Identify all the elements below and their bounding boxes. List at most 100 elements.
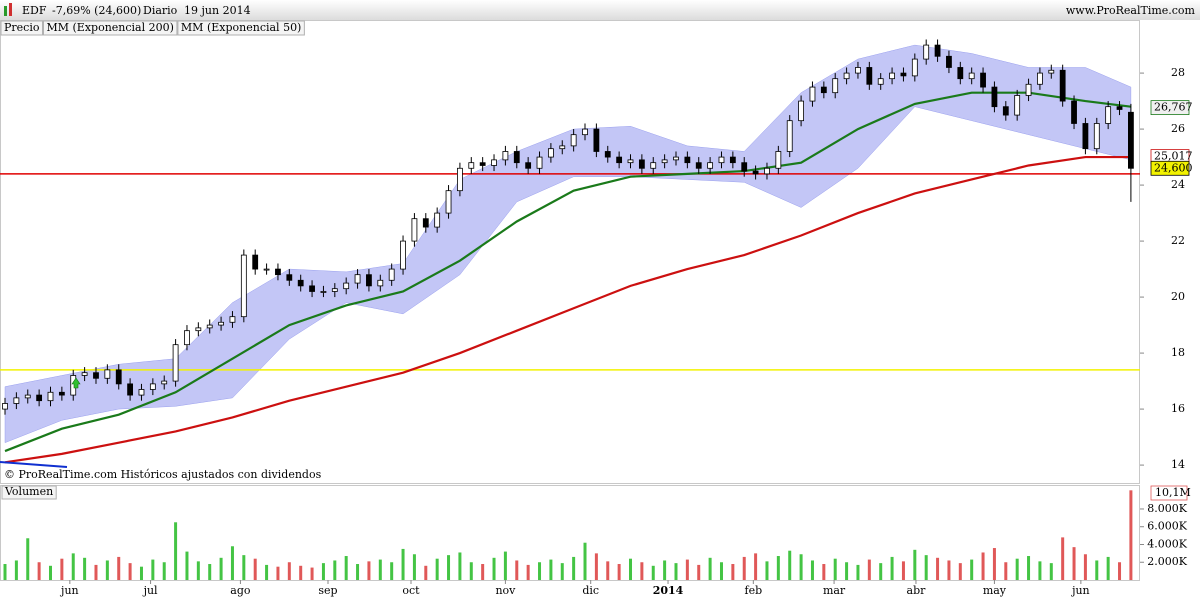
- volume-bar: [572, 556, 576, 580]
- x-tick-label: 2014: [653, 584, 684, 597]
- x-tick-label: ago: [230, 584, 251, 597]
- candle-body: [24, 394, 31, 399]
- volume-bar: [856, 564, 860, 580]
- candle-body: [502, 151, 509, 161]
- candle-body: [957, 67, 964, 80]
- candle-body: [695, 162, 702, 169]
- volume-bar: [458, 552, 462, 580]
- candle-body: [1025, 83, 1032, 96]
- volume-bar: [788, 550, 792, 580]
- volume-bar: [60, 558, 64, 580]
- volume-bar: [174, 522, 178, 580]
- volume-bar: [606, 561, 610, 580]
- moving-average: [4, 155, 1131, 464]
- candle-body: [138, 389, 145, 396]
- volume-bar: [117, 556, 121, 580]
- candle-body: [36, 394, 43, 402]
- candle-body: [47, 391, 54, 402]
- price-label: 24,600: [1154, 161, 1193, 174]
- candle-body: [400, 240, 406, 270]
- volume-bar: [242, 555, 246, 580]
- candle-body: [934, 44, 941, 57]
- candle-body: [388, 268, 395, 281]
- x-tick-label: feb: [745, 584, 763, 597]
- candle-body: [832, 78, 839, 94]
- volume-bar: [526, 564, 530, 580]
- candle-body: [252, 254, 259, 270]
- candle-body: [354, 274, 361, 284]
- volume-bar: [435, 558, 439, 580]
- panel-label: Volumen: [4, 485, 53, 498]
- volume-label: 10,1M: [1155, 486, 1191, 499]
- candle-body: [798, 100, 804, 122]
- volume-bar: [685, 559, 689, 580]
- volume-bar: [424, 565, 428, 580]
- candle-body: [684, 156, 691, 164]
- volume-bar: [617, 564, 621, 580]
- candle-body: [263, 268, 270, 271]
- candle-body: [229, 316, 236, 323]
- candle-body: [604, 151, 611, 158]
- volume-bar: [640, 562, 644, 580]
- candle-body: [536, 156, 543, 169]
- volume-bar: [344, 556, 348, 580]
- volume-bar: [1015, 558, 1019, 580]
- volume-bar: [333, 560, 337, 580]
- x-tick-label: sep: [318, 584, 337, 597]
- date: 19 jun 2014: [184, 4, 251, 17]
- candle-body: [843, 72, 850, 80]
- candle-body: [911, 58, 918, 77]
- x-tick-label: abr: [907, 584, 927, 597]
- price-label-box: [1150, 100, 1190, 116]
- candle-body: [1002, 106, 1009, 116]
- candle-body: [593, 128, 600, 152]
- candle-body: [286, 274, 293, 281]
- candle-body: [968, 72, 975, 80]
- change: -7,69% (24,600): [52, 4, 141, 17]
- candle-body: [434, 212, 441, 228]
- x-tick-label: dic: [582, 584, 599, 597]
- x-tick-label: oct: [402, 584, 420, 597]
- volume-bar: [3, 564, 7, 580]
- volume-bar: [356, 564, 360, 580]
- volume-bar: [947, 560, 951, 580]
- y-tick-label: 16: [1171, 402, 1185, 415]
- header-icon: [4, 3, 12, 16]
- candle-body: [923, 44, 930, 60]
- candle-body: [764, 167, 770, 175]
- candle-body: [115, 369, 122, 385]
- volume-bar: [71, 553, 75, 580]
- candle-body: [479, 162, 486, 166]
- candle-body: [1014, 95, 1021, 116]
- volume-bar: [992, 548, 996, 580]
- x-tick-label: jun: [1070, 584, 1090, 597]
- trend-line: [0, 461, 68, 468]
- candle-body: [786, 120, 793, 152]
- candle-body: [366, 274, 372, 287]
- volume-bar: [447, 555, 451, 580]
- volume-bar: [1072, 547, 1076, 580]
- price-frame: [0, 20, 1140, 484]
- y-tick-label: 14: [1171, 458, 1185, 471]
- volume-bar: [845, 562, 849, 580]
- candle-body: [1116, 106, 1123, 110]
- y-tick-label: 26: [1171, 122, 1185, 135]
- plot: Precio MM (Exponencial 200) MM (Exponencia…: [0, 20, 1193, 597]
- volume-bar: [958, 563, 962, 580]
- volume-bar: [936, 557, 940, 580]
- candle-body: [275, 268, 281, 276]
- candle-body: [195, 327, 202, 332]
- candle-body: [877, 78, 884, 85]
- volume-bar: [913, 549, 917, 580]
- candle-body: [718, 156, 725, 164]
- candle-body: [343, 282, 350, 290]
- volume-bar: [583, 542, 587, 580]
- candle-body: [775, 151, 782, 169]
- candle-body: [570, 134, 577, 147]
- candle-body: [513, 151, 520, 164]
- volume-bar: [981, 552, 985, 580]
- volume-bar: [629, 558, 633, 580]
- volume-bar: [1095, 560, 1099, 580]
- y-tick-label: 28: [1171, 66, 1185, 79]
- candle-body: [946, 55, 952, 68]
